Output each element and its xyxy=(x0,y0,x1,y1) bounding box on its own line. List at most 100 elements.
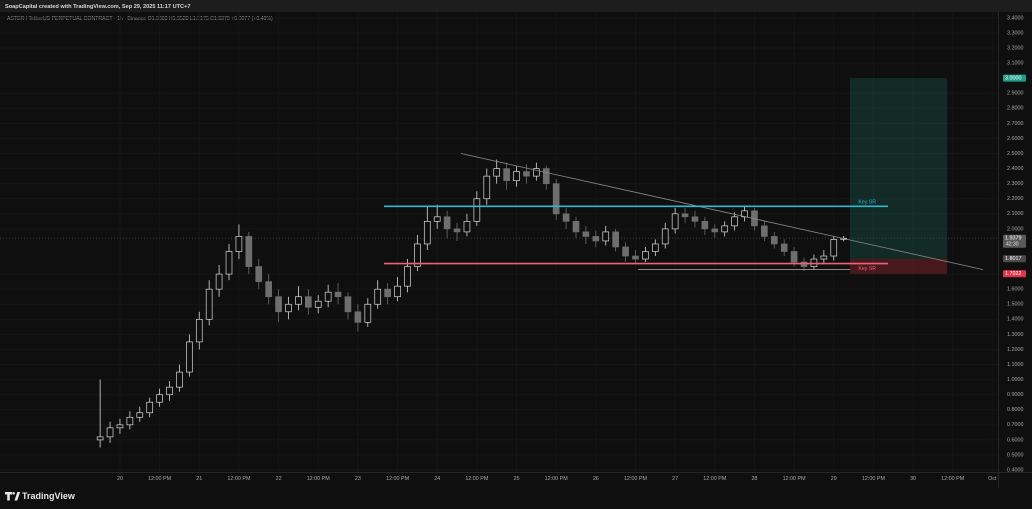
candle-body xyxy=(176,371,183,388)
candle-body xyxy=(661,228,669,245)
plot-area xyxy=(0,12,998,472)
candle-body xyxy=(354,311,362,323)
x-tick-label: 12:00 PM xyxy=(227,476,251,482)
candle-body xyxy=(770,236,778,245)
candle-body xyxy=(235,236,243,252)
price-label: 1.7022 xyxy=(1005,271,1022,277)
candle-body xyxy=(651,243,659,252)
candle-body xyxy=(275,296,282,313)
y-tick-label: 1.4000 xyxy=(1007,317,1024,323)
y-tick-label: 0.9000 xyxy=(1007,392,1024,398)
candle-body xyxy=(701,221,709,230)
y-tick-label: 0.6000 xyxy=(1007,437,1024,443)
y-tick-label: 3.3000 xyxy=(1007,30,1024,36)
candle-body xyxy=(523,171,530,177)
candle-body xyxy=(552,183,560,215)
y-tick-label: 2.9000 xyxy=(1007,91,1024,97)
candle-body xyxy=(721,225,729,233)
candle-body xyxy=(374,288,382,305)
price-label-box xyxy=(1003,255,1026,263)
x-tick-label: 12:00 PM xyxy=(386,476,410,482)
x-tick-label: 23 xyxy=(355,476,361,482)
candle-body xyxy=(622,246,629,257)
candle-body xyxy=(612,231,619,248)
candle-body xyxy=(463,221,471,233)
candle-body xyxy=(572,221,580,233)
x-tick-label: 12:00 PM xyxy=(545,476,569,482)
brand-name: TradingView xyxy=(22,491,76,501)
y-tick-label: 2.2000 xyxy=(1007,196,1024,202)
y-tick-label: 2.8000 xyxy=(1007,106,1024,112)
line-label: Key SR xyxy=(858,200,876,206)
candle-body xyxy=(384,288,391,298)
y-tick-label: 1.5000 xyxy=(1007,302,1024,308)
candle-body xyxy=(493,168,501,177)
x-tick-label: 21 xyxy=(196,476,202,482)
y-tick-label: 1.3000 xyxy=(1007,332,1024,338)
candle-body xyxy=(394,285,401,298)
candle-body xyxy=(156,394,163,403)
brand-logo: TradingView xyxy=(5,491,76,501)
logo-mark xyxy=(5,492,12,501)
x-tick-label: 12:00 PM xyxy=(862,476,886,482)
candle-body xyxy=(106,427,114,438)
candle-body xyxy=(195,318,203,343)
x-tick-label: 26 xyxy=(593,476,599,482)
candle-body xyxy=(255,266,263,282)
y-tick-label: 2.4000 xyxy=(1007,166,1024,172)
y-tick-label: 1.1000 xyxy=(1007,362,1024,368)
candle-body xyxy=(96,436,104,441)
candle-body xyxy=(473,198,481,222)
candle-body xyxy=(642,251,649,260)
candle-body xyxy=(790,251,798,263)
candle-body xyxy=(830,239,838,257)
candle-body xyxy=(731,216,738,227)
candle-body xyxy=(126,416,134,426)
candle-body xyxy=(562,213,570,222)
candle-body xyxy=(186,341,193,373)
price-label-countdown: 42:30 xyxy=(1006,242,1019,248)
y-tick-label: 0.8000 xyxy=(1007,407,1024,413)
candle-body xyxy=(334,291,342,298)
y-tick-label: 0.7000 xyxy=(1007,422,1024,428)
candle-body xyxy=(116,424,124,429)
y-tick-label: 2.6000 xyxy=(1007,136,1024,142)
candle-body xyxy=(166,386,173,396)
candle-body xyxy=(780,243,788,252)
x-tick-label: 12:00 PM xyxy=(703,476,727,482)
candle-body xyxy=(453,228,461,233)
y-tick-label: 2.3000 xyxy=(1007,181,1024,187)
drawn-line xyxy=(460,153,984,270)
candle-body xyxy=(671,213,679,230)
candle-body xyxy=(681,213,689,218)
x-tick-label: 12:00 PM xyxy=(941,476,965,482)
y-tick-label: 3.2000 xyxy=(1007,45,1024,51)
candle-body xyxy=(443,216,451,230)
x-tick-label: 27 xyxy=(672,476,678,482)
candle-body xyxy=(632,255,639,260)
x-tick-label: 12:00 PM xyxy=(148,476,172,482)
candle-body xyxy=(285,303,292,313)
x-tick-label: 12:00 PM xyxy=(307,476,331,482)
x-tick-label: 22 xyxy=(276,476,282,482)
top-bar xyxy=(0,0,1032,12)
x-tick-label: 24 xyxy=(434,476,440,482)
candle-body xyxy=(265,281,272,298)
candle-body xyxy=(324,291,332,302)
x-tick-label: 29 xyxy=(831,476,837,482)
candle-body xyxy=(245,236,253,267)
chart-title: SoapCapital created with TradingView.com… xyxy=(5,4,190,10)
candle-body xyxy=(483,175,491,200)
y-tick-label: 0.5000 xyxy=(1007,452,1024,458)
candle-body xyxy=(691,216,699,222)
candle-body xyxy=(314,300,322,308)
x-tick-label: 30 xyxy=(910,476,916,482)
candle-body xyxy=(820,255,828,260)
candle-body xyxy=(344,296,352,313)
candle-body xyxy=(215,273,223,290)
logo-dot xyxy=(12,492,15,495)
x-tick-label: 12:00 PM xyxy=(783,476,807,482)
candle-body xyxy=(602,231,610,242)
